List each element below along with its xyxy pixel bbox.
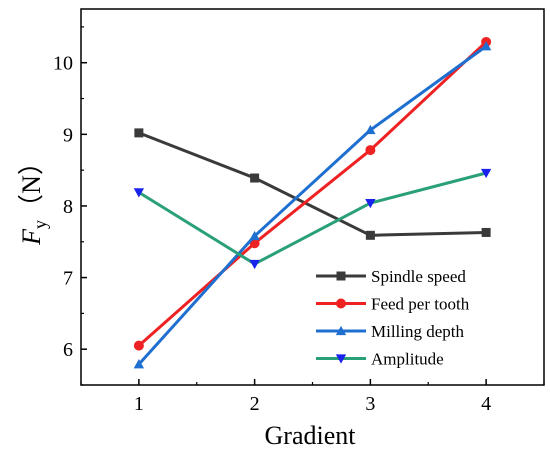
data-point — [480, 168, 492, 179]
x-axis-title: Gradient — [265, 421, 357, 450]
legend-entry: Spindle speed — [316, 267, 466, 286]
y-tick-label: 9 — [63, 124, 73, 146]
legend-entry: Milling depth — [316, 322, 465, 341]
y-axis-title: Fy（N） — [17, 149, 50, 246]
x-tick-label: 2 — [250, 393, 260, 415]
legend-entry: Amplitude — [316, 350, 444, 369]
y-axis-title-unit: （N） — [17, 149, 46, 220]
x-tick-label: 1 — [134, 393, 144, 415]
data-point — [365, 145, 376, 156]
data-point — [133, 340, 144, 351]
series-1 — [133, 36, 492, 351]
data-point — [365, 230, 375, 240]
y-tick-label: 10 — [53, 53, 73, 75]
legend-label: Feed per tooth — [371, 295, 470, 314]
legend-entry: Feed per tooth — [316, 295, 470, 314]
series-0 — [134, 128, 491, 240]
series-3 — [133, 168, 492, 270]
legend-marker — [335, 325, 347, 336]
data-point — [249, 259, 260, 270]
data-point — [249, 230, 260, 241]
y-tick-label: 6 — [63, 339, 73, 361]
y-axis-title-subscript: y — [30, 220, 50, 229]
data-point — [481, 227, 491, 237]
series-line — [137, 40, 488, 347]
data-point — [250, 173, 260, 183]
data-point — [480, 41, 492, 51]
data-point — [365, 124, 376, 135]
data-point — [365, 198, 376, 209]
y-tick-label: 7 — [63, 268, 73, 290]
legend-marker — [335, 354, 347, 364]
series-line — [138, 131, 487, 237]
x-tick-label: 3 — [365, 393, 375, 415]
data-point — [134, 128, 144, 138]
legend-marker — [336, 271, 346, 281]
legend: Spindle speed Feed per tooth Milling depth… — [316, 267, 470, 369]
legend-marker — [336, 298, 346, 309]
y-tick-label: 8 — [63, 196, 73, 218]
axis-ticks: 1 2 3 4 6 7 8 9 10 — [53, 26, 545, 415]
x-tick-label: 4 — [481, 393, 491, 415]
series-layer — [133, 36, 492, 369]
legend-label: Milling depth — [371, 322, 465, 341]
data-point — [133, 359, 145, 369]
y-axis-title-symbol: F — [17, 228, 46, 246]
svg-text:Fy（N）: Fy（N） — [17, 149, 50, 246]
legend-label: Spindle speed — [371, 267, 466, 286]
series-line — [138, 171, 487, 266]
series-line — [137, 45, 488, 366]
data-point — [133, 188, 145, 198]
series-2 — [133, 41, 492, 369]
legend-label: Amplitude — [371, 350, 444, 369]
